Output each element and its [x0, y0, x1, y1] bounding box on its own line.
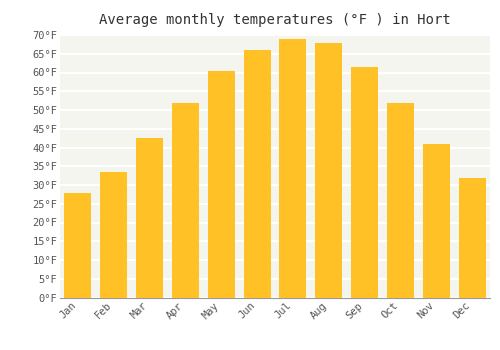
Bar — [458, 177, 485, 298]
Title: Average monthly temperatures (°F ) in Hort: Average monthly temperatures (°F ) in Ho… — [99, 13, 451, 27]
Bar — [244, 50, 270, 298]
Bar — [316, 42, 342, 298]
Bar — [387, 103, 414, 298]
Bar — [351, 67, 378, 298]
Bar — [208, 71, 234, 297]
Bar — [423, 144, 450, 298]
Bar — [280, 39, 306, 298]
Bar — [100, 172, 127, 298]
Bar — [64, 193, 92, 298]
Bar — [136, 138, 163, 298]
Bar — [172, 103, 199, 298]
